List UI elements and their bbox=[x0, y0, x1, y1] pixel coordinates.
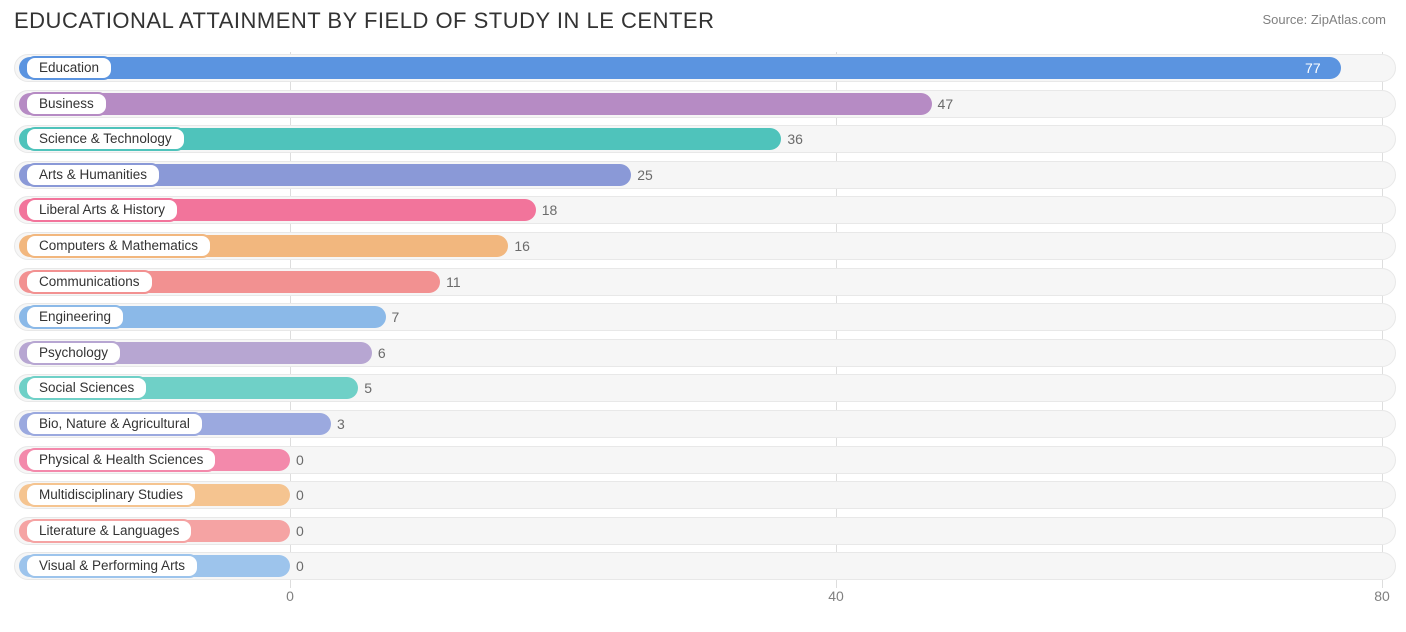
bar-value-label: 0 bbox=[296, 452, 304, 468]
bar-value-label: 0 bbox=[296, 487, 304, 503]
bar-value-label: 47 bbox=[938, 96, 954, 112]
bar-row: Business 47 bbox=[14, 88, 1396, 120]
category-label-pill: Psychology bbox=[25, 341, 122, 365]
bar-row: Arts & Humanities 25 bbox=[14, 159, 1396, 191]
category-label-pill: Arts & Humanities bbox=[25, 163, 161, 187]
bar-row: Science & Technology 36 bbox=[14, 123, 1396, 155]
category-label-pill: Bio, Nature & Agricultural bbox=[25, 412, 204, 436]
category-label-pill: Engineering bbox=[25, 305, 125, 329]
category-label-pill: Literature & Languages bbox=[25, 519, 193, 543]
category-label-pill: Communications bbox=[25, 270, 154, 294]
bar-value-label: 5 bbox=[364, 380, 372, 396]
x-tick-label: 80 bbox=[1374, 588, 1390, 604]
bar-value-label: 6 bbox=[378, 345, 386, 361]
bar-value-label: 77 bbox=[1305, 60, 1321, 76]
category-label-pill: Science & Technology bbox=[25, 127, 186, 151]
bar-row: Education 77 bbox=[14, 52, 1396, 84]
bar-value-label: 0 bbox=[296, 523, 304, 539]
bar-value-label: 0 bbox=[296, 558, 304, 574]
bar-row: Physical & Health Sciences 0 bbox=[14, 444, 1396, 476]
chart-header: EDUCATIONAL ATTAINMENT BY FIELD OF STUDY… bbox=[0, 0, 1406, 38]
x-tick-label: 0 bbox=[286, 588, 294, 604]
category-label-pill: Education bbox=[25, 56, 113, 80]
bar-row: Visual & Performing Arts 0 bbox=[14, 550, 1396, 582]
category-label-pill: Liberal Arts & History bbox=[25, 198, 179, 222]
bar-value-label: 11 bbox=[446, 274, 461, 290]
bar-row: Multidisciplinary Studies 0 bbox=[14, 479, 1396, 511]
x-axis: 0 40 80 bbox=[14, 586, 1396, 610]
bar-row: Liberal Arts & History 18 bbox=[14, 194, 1396, 226]
bar bbox=[19, 57, 1341, 79]
chart-plot-area: Education 77 Business 47 Science & Technolog… bbox=[14, 52, 1396, 614]
bar bbox=[19, 93, 932, 115]
bar-value-label: 7 bbox=[392, 309, 400, 325]
x-tick-label: 40 bbox=[828, 588, 844, 604]
bar-row: Computers & Mathematics 16 bbox=[14, 230, 1396, 262]
bar-row: Engineering 7 bbox=[14, 301, 1396, 333]
category-label-pill: Multidisciplinary Studies bbox=[25, 483, 197, 507]
bar-value-label: 18 bbox=[542, 202, 558, 218]
bar-row: Social Sciences 5 bbox=[14, 372, 1396, 404]
category-label-pill: Visual & Performing Arts bbox=[25, 554, 199, 578]
chart-title: EDUCATIONAL ATTAINMENT BY FIELD OF STUDY… bbox=[14, 8, 714, 34]
bar-value-label: 36 bbox=[787, 131, 803, 147]
category-label-pill: Business bbox=[25, 92, 108, 116]
category-label-pill: Social Sciences bbox=[25, 376, 148, 400]
bar-row: Literature & Languages 0 bbox=[14, 515, 1396, 547]
bar-rows: Education 77 Business 47 Science & Technolog… bbox=[14, 52, 1396, 582]
bar-value-label: 3 bbox=[337, 416, 345, 432]
category-label-pill: Physical & Health Sciences bbox=[25, 448, 217, 472]
bar-row: Bio, Nature & Agricultural 3 bbox=[14, 408, 1396, 440]
category-label-pill: Computers & Mathematics bbox=[25, 234, 212, 258]
bar-value-label: 16 bbox=[514, 238, 530, 254]
bar-value-label: 25 bbox=[637, 167, 653, 183]
bar-row: Psychology 6 bbox=[14, 337, 1396, 369]
bar-row: Communications 11 bbox=[14, 266, 1396, 298]
chart-source: Source: ZipAtlas.com bbox=[1262, 8, 1386, 27]
